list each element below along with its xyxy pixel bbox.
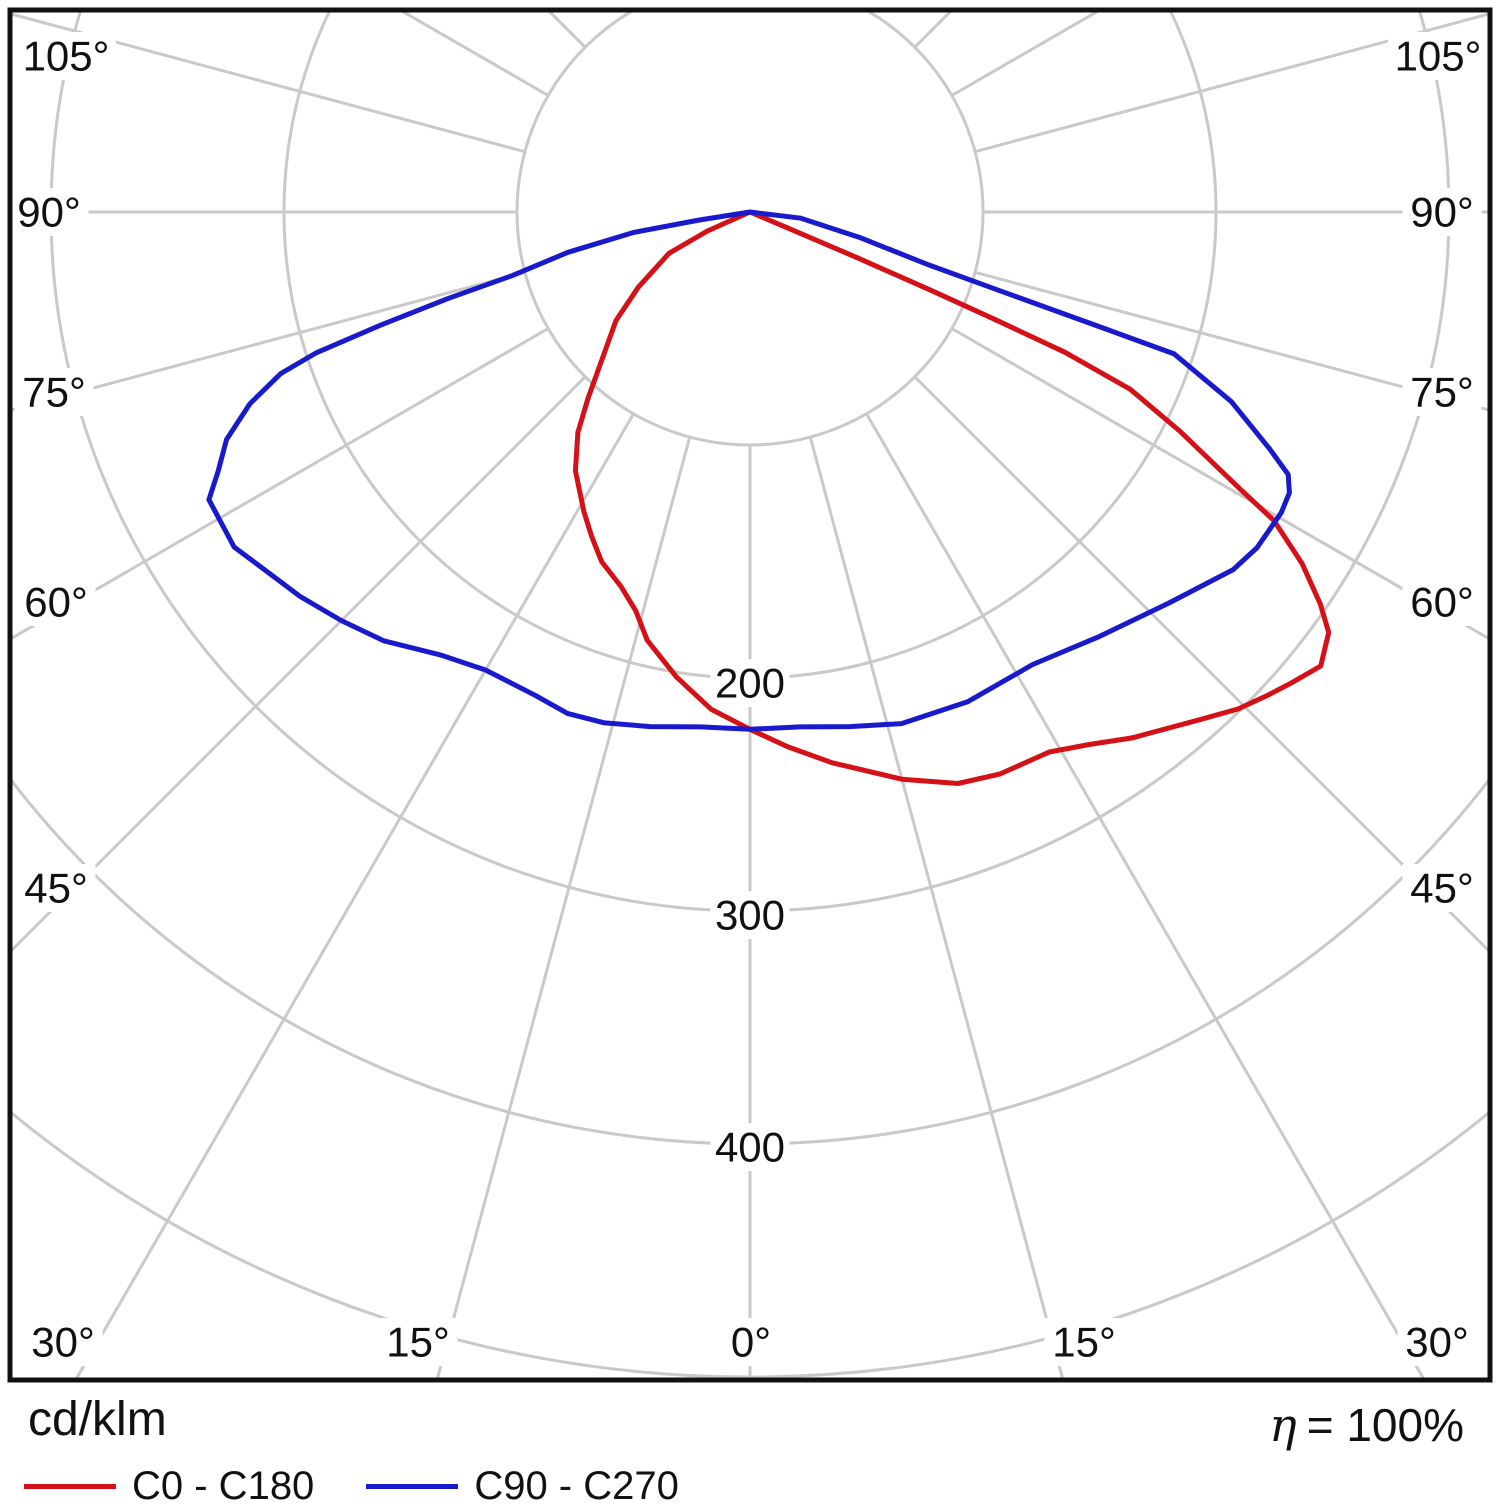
angle-tick-label: 15°: [386, 1319, 450, 1366]
angle-tick-label: 90°: [17, 189, 81, 236]
radius-tick-label: 300: [715, 892, 785, 939]
angle-tick-label: 60°: [1410, 579, 1474, 626]
angle-tick-label: 15°: [1052, 1319, 1116, 1366]
angle-tick-label: 60°: [24, 579, 88, 626]
legend-label-c0-c180: C0 - C180: [132, 1464, 314, 1509]
angle-tick-label: 0°: [731, 1319, 771, 1366]
angle-tick-label: 30°: [1405, 1319, 1469, 1366]
radius-tick-label: 400: [715, 1124, 785, 1171]
angle-tick-label: 75°: [22, 369, 86, 416]
legend-item-c90-c270: C90 - C270: [366, 1464, 679, 1509]
light-output-ratio-label: η= 100%: [1269, 1398, 1464, 1452]
curve-c0-c180: [575, 212, 1328, 784]
eta-symbol: η: [1269, 1398, 1297, 1452]
legend: C0 - C180 C90 - C270: [24, 1464, 679, 1509]
grid-circle-100: [517, 0, 983, 445]
legend-swatch-c90-c270: [366, 1484, 458, 1489]
unit-label: cd/klm: [28, 1394, 167, 1447]
angle-tick-label: 45°: [24, 865, 88, 912]
angle-tick-label: 30°: [31, 1319, 95, 1366]
grid-spoke-285: [0, 272, 525, 833]
radius-tick-label: 200: [715, 660, 785, 707]
angle-tick-label: 45°: [1410, 865, 1474, 912]
angle-tick-label: 90°: [1410, 189, 1474, 236]
angle-tick-label: 105°: [1395, 33, 1482, 80]
eta-value: = 100%: [1307, 1399, 1464, 1451]
legend-item-c0-c180: C0 - C180: [24, 1464, 314, 1509]
legend-label-c90-c270: C90 - C270: [474, 1464, 679, 1509]
angle-tick-label: 105°: [23, 33, 110, 80]
legend-swatch-c0-c180: [24, 1484, 116, 1489]
angle-tick-label: 75°: [1410, 369, 1474, 416]
